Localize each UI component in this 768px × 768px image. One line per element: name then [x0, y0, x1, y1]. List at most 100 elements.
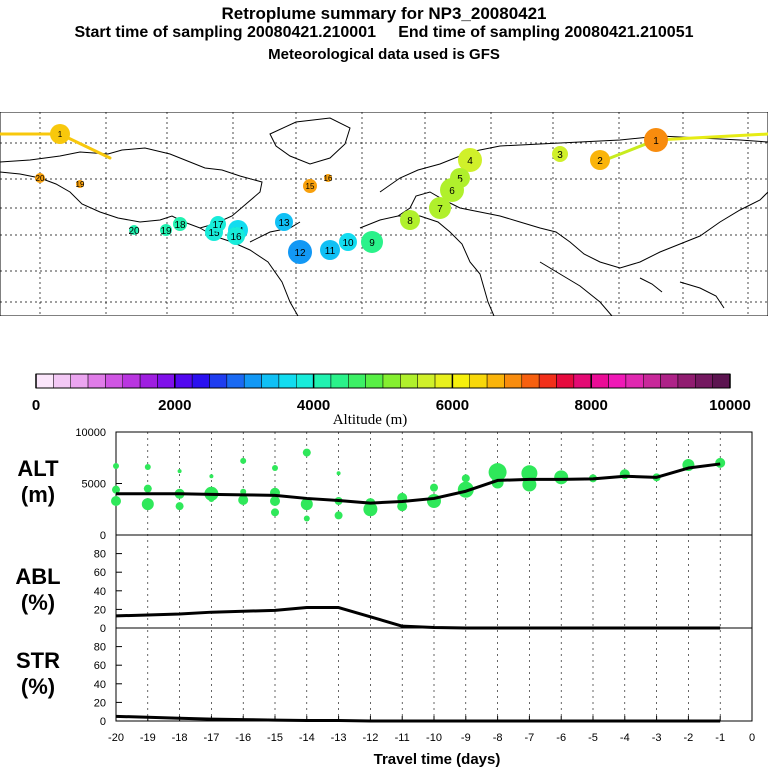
map-marker — [50, 124, 70, 144]
map-marker-label: 16 — [230, 232, 242, 243]
map-marker-label: 8 — [407, 216, 413, 227]
colorbar-swatch — [191, 373, 210, 389]
x-tick-label: -20 — [108, 732, 124, 744]
altitude-point — [271, 508, 279, 517]
map-marker — [429, 197, 451, 219]
colorbar-swatch — [608, 373, 627, 389]
x-tick-label: -5 — [588, 732, 598, 744]
map-gridlines — [0, 112, 768, 316]
colorbar-swatch — [87, 373, 106, 389]
altitude-point — [177, 469, 182, 474]
altitude-point — [141, 498, 154, 511]
colorbar-swatch — [400, 373, 418, 389]
map-marker-label: 1 — [653, 136, 659, 147]
x-tick-label: -14 — [299, 732, 315, 744]
map-marker — [339, 233, 357, 251]
sampling-times: Start time of sampling 20080421.210001 E… — [0, 24, 768, 42]
x-axis-label: Travel time (days) — [374, 751, 501, 768]
altitude-point — [363, 502, 378, 517]
end-time-label: End time of sampling 20080421.210051 — [398, 24, 694, 41]
x-tick-label: -7 — [525, 732, 535, 744]
map-marker-label: 10 — [342, 238, 354, 249]
series-lines — [115, 462, 721, 723]
colorbar-swatch — [590, 373, 609, 389]
altitude-point — [113, 462, 119, 469]
map-marker — [644, 128, 668, 152]
colorbar-swatch — [226, 373, 245, 389]
altitude-scatter — [111, 448, 726, 522]
altitude-point — [144, 464, 151, 471]
altitude-point — [240, 457, 247, 464]
abl-panel-label: ABL (%) — [3, 564, 73, 616]
altitude-point — [488, 463, 507, 482]
map-marker — [129, 225, 139, 235]
x-tick-label: -4 — [620, 732, 630, 744]
map-marker-label: 13 — [278, 218, 290, 229]
trajectory-map: 1234567891011121314151617181920120191516 — [0, 112, 768, 316]
x-tick-label: -1 — [715, 732, 725, 744]
map-marker-label: 19 — [160, 226, 172, 237]
colorbar-label: Altitude (m) — [333, 412, 408, 428]
y-tick-label: 80 — [94, 642, 106, 654]
plot-frame-abl — [115, 534, 753, 629]
colorbar-swatch — [243, 373, 262, 389]
colorbar-swatch — [174, 373, 193, 389]
altitude-point — [209, 474, 214, 479]
x-tick-label: -3 — [652, 732, 662, 744]
y-tick-label: 5000 — [82, 479, 106, 491]
x-tick-label: -18 — [172, 732, 188, 744]
str-label: STR — [16, 648, 60, 673]
altitude-point — [430, 483, 438, 492]
colorbar-swatch — [625, 373, 644, 389]
y-tick-label: 40 — [94, 679, 106, 691]
str-unit: (%) — [20, 674, 56, 699]
y-tick-label: 60 — [94, 567, 106, 579]
colorbar-swatch — [434, 373, 453, 389]
map-marker — [400, 210, 420, 230]
map-marker-label: 4 — [467, 156, 473, 167]
altitude-point — [461, 474, 470, 483]
y-tick-label: 0 — [100, 623, 106, 635]
map-marker-label: 7 — [437, 204, 443, 215]
plot-frame-str — [115, 627, 753, 722]
colorbar-swatch — [573, 373, 592, 389]
series-line-alt — [116, 462, 721, 505]
map-marker-label: 20 — [36, 174, 45, 183]
x-tick-label: 0 — [749, 732, 755, 744]
map-marker-label: 9 — [369, 238, 375, 249]
colorbar-swatch — [139, 373, 158, 389]
x-tick-label: -9 — [461, 732, 471, 744]
altitude-colorbar: 0 2000 4000 6000 8000 10000 Altitude (m) — [32, 373, 751, 428]
chart-title: Retroplume summary for NP3_20080421 — [221, 4, 547, 23]
map-marker — [173, 217, 187, 231]
altitude-point — [270, 496, 280, 507]
altitude-point — [112, 485, 120, 494]
altitude-point — [303, 515, 310, 522]
map-marker-label: 20 — [128, 226, 140, 237]
colorbar-swatch — [521, 373, 540, 389]
altitude-point — [554, 470, 569, 485]
map-marker — [324, 174, 332, 182]
map-marker-label: 18 — [174, 220, 186, 231]
altitude-point — [521, 465, 538, 482]
colorbar-swatch — [157, 373, 176, 389]
map-marker — [35, 173, 45, 183]
colorbar-swatch — [122, 373, 141, 389]
start-time-label: Start time of sampling 20080421.210001 — [74, 24, 377, 41]
colorbar-swatch — [504, 373, 523, 389]
map-marker-label: 2 — [597, 156, 603, 167]
x-tick-label: -8 — [493, 732, 503, 744]
colorbar-swatch — [695, 373, 713, 389]
map-marker — [288, 240, 312, 264]
map-marker — [361, 231, 383, 253]
colorbar-swatch — [643, 373, 661, 389]
colorbar-tick-label: 8000 — [575, 397, 608, 414]
x-tick-label: -12 — [362, 732, 378, 744]
map-marker-label: 15 — [208, 228, 220, 239]
colorbar-swatch — [538, 373, 557, 389]
x-tick-label: -15 — [267, 732, 283, 744]
map-marker-label: 17 — [212, 220, 224, 231]
colorbar-tick-label: 10000 — [709, 397, 751, 414]
altitude-point — [175, 502, 184, 511]
